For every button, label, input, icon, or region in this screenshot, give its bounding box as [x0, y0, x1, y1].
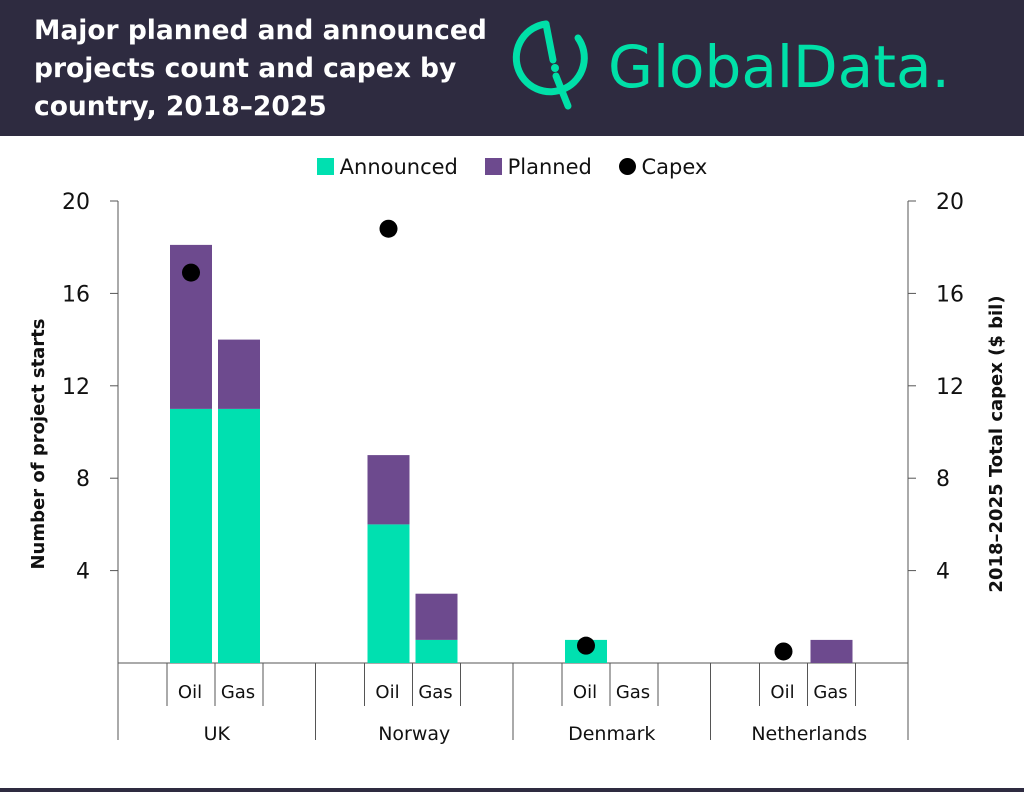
group-label: Norway: [378, 723, 450, 745]
legend-label-capex: Capex: [641, 155, 708, 179]
category-label: Oil: [375, 682, 399, 703]
globaldata-wordmark: GlobalData.: [608, 33, 950, 101]
y-tick-label-right: 12: [936, 375, 964, 400]
category-label: Oil: [178, 682, 202, 703]
chart-legend: Announced Planned Capex: [0, 154, 1024, 179]
bar-announced-norway-gas: [415, 639, 458, 663]
category-label: Gas: [221, 682, 255, 703]
group-label: Netherlands: [751, 723, 867, 745]
capex-point-denmark: [577, 636, 595, 655]
bottom-divider: [0, 788, 1024, 792]
bar-planned-norway-gas: [415, 593, 458, 640]
y-axis-title-left: Number of project starts: [28, 318, 49, 569]
y-tick-label-left: 4: [76, 560, 90, 585]
legend-swatch-capex: [618, 158, 636, 175]
y-tick-label-right: 4: [936, 560, 950, 585]
y-tick-label-left: 16: [62, 282, 90, 307]
category-label: Oil: [573, 682, 597, 703]
legend-item-capex: Capex: [618, 155, 708, 179]
y-axis-title-right: 2018–2025 Total capex ($ bil): [986, 295, 1007, 592]
bar-planned-netherlands-gas: [810, 639, 853, 663]
y-tick-label-right: 16: [936, 282, 964, 307]
y-tick-label-left: 12: [62, 375, 90, 400]
legend-item-planned: Planned: [484, 155, 592, 179]
y-tick-label-right: 8: [936, 467, 950, 492]
chart-canvas: 4 8 12 16 20 4 8 12 16 20 Number of project starts…: [28, 190, 1007, 745]
y-tick-label-left: 20: [62, 190, 90, 215]
bar-announced-norway-oil: [367, 524, 410, 663]
capex-point-norway: [379, 219, 398, 238]
group-label: UK: [204, 723, 231, 745]
legend-swatch-announced: [316, 158, 334, 175]
category-label: Gas: [418, 682, 452, 703]
globaldata-logo: GlobalData.: [512, 20, 950, 110]
legend-label-announced: Announced: [339, 155, 458, 179]
y-tick-label-left: 8: [76, 467, 90, 492]
chart-title-line-1: Major planned and announced: [34, 15, 487, 46]
capex-point-uk: [182, 263, 200, 282]
legend-swatch-planned: [484, 158, 502, 175]
y-tick-label-right: 20: [936, 190, 964, 215]
legend-label-planned: Planned: [507, 155, 592, 179]
chart-title-line-2: projects count and capex by: [34, 53, 457, 84]
chart-title: Major planned and announced projects cou…: [34, 12, 514, 126]
header-banner: Major planned and announced projects cou…: [0, 0, 1024, 136]
legend-item-announced: Announced: [316, 155, 458, 179]
capex-point-netherlands: [774, 642, 793, 661]
category-label: Gas: [616, 682, 650, 703]
chart-title-line-3: country, 2018–2025: [34, 91, 327, 122]
bar-announced-uk-gas: [218, 408, 260, 663]
bar-announced-uk-oil: [170, 408, 212, 663]
category-label: Gas: [813, 682, 847, 703]
group-label: Denmark: [568, 723, 655, 745]
bar-planned-uk-gas: [218, 339, 260, 409]
globaldata-logo-mark-icon: [512, 20, 588, 110]
bar-planned-norway-oil: [367, 455, 410, 525]
category-label: Oil: [770, 682, 794, 703]
